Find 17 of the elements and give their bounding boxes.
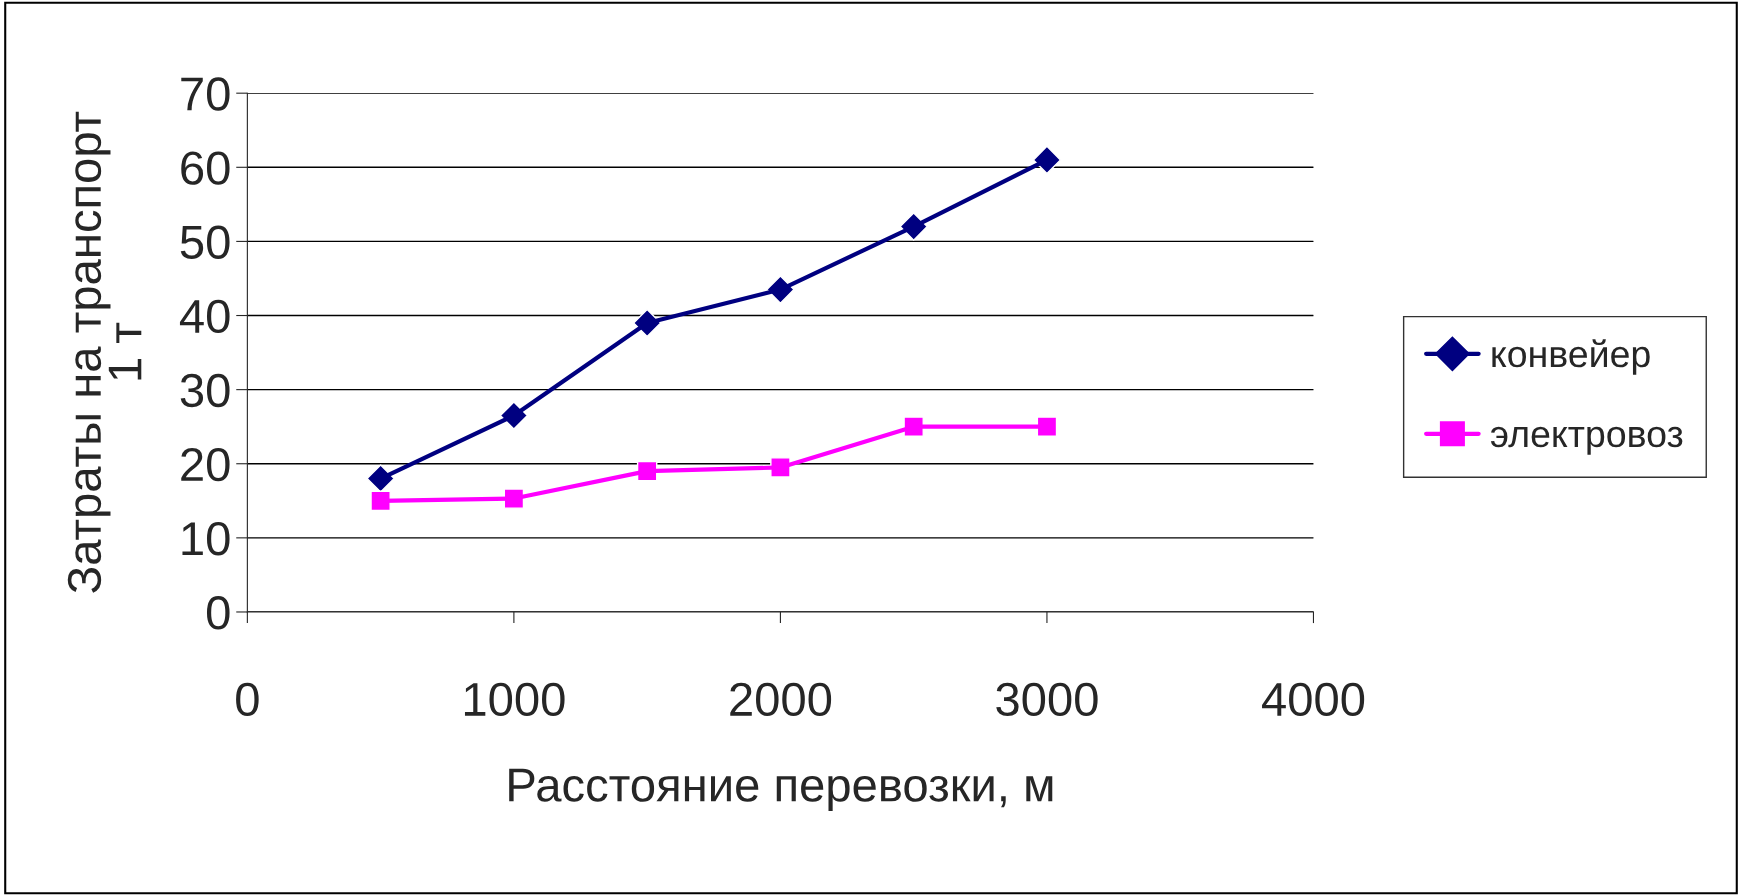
x-tick-label: 3000 [996, 682, 1098, 717]
y-tick-label: 50 [180, 225, 230, 259]
y-tick-label: 20 [181, 447, 230, 482]
x-tick-label: 4000 [1262, 682, 1365, 717]
y-tick-label: 0 [206, 596, 230, 630]
x-tick-label: 1000 [464, 682, 565, 717]
y-tick-label: 30 [180, 373, 230, 408]
x-tick-label: 0 [236, 682, 259, 717]
legend-label: электровоз [1490, 426, 1683, 455]
x-axis-title: Расстояние перевозки, м [509, 768, 1053, 812]
y-axis-title: Затраты на транспорт 1 т [67, 111, 142, 593]
x-tick-label: 2000 [730, 682, 832, 717]
y-tick-label: 10 [182, 521, 230, 556]
y-tick-label: 40 [179, 299, 230, 334]
legend-label: конвейер [1492, 339, 1650, 375]
y-tick-label: 60 [181, 151, 230, 185]
y-tick-label: 70 [181, 77, 230, 111]
